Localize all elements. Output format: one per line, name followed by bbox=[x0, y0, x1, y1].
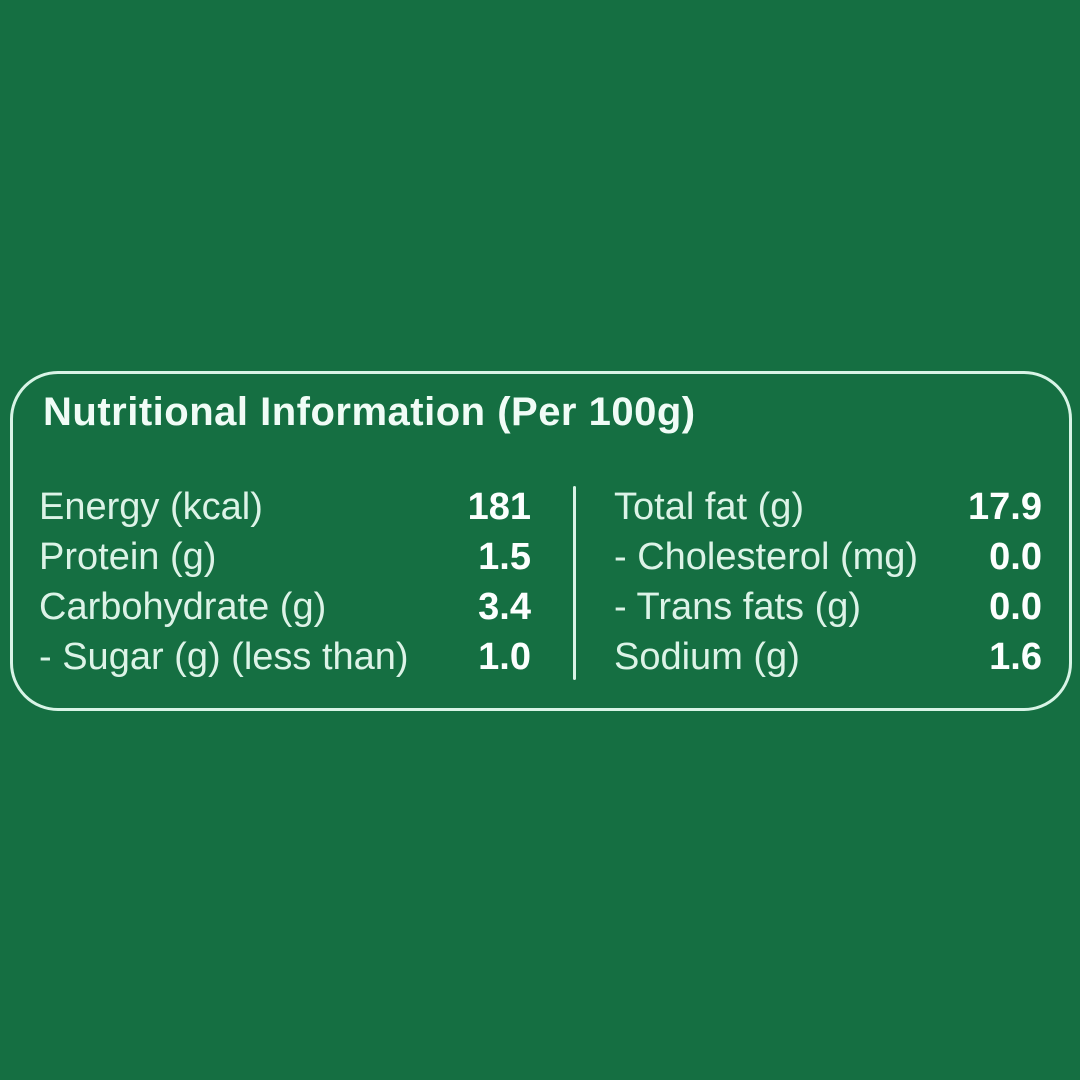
nutrient-row-sugar: - Sugar (g) (less than) 1.0 bbox=[39, 632, 531, 682]
nutrient-value: 0.0 bbox=[989, 535, 1042, 578]
nutrient-value: 3.4 bbox=[478, 585, 531, 628]
nutrient-label: Carbohydrate (g) bbox=[39, 585, 327, 628]
nutrition-column-right: Total fat (g) 17.9 - Cholesterol (mg) 0.… bbox=[614, 482, 1042, 682]
nutrient-row-trans-fats: - Trans fats (g) 0.0 bbox=[614, 582, 1042, 632]
nutrient-row-total-fat: Total fat (g) 17.9 bbox=[614, 482, 1042, 532]
nutrient-row-sodium: Sodium (g) 1.6 bbox=[614, 632, 1042, 682]
nutrition-panel-title: Nutritional Information (Per 100g) bbox=[43, 390, 696, 434]
nutrient-value: 1.5 bbox=[478, 535, 531, 578]
nutrient-label: Protein (g) bbox=[39, 535, 217, 578]
nutrient-label: - Sugar (g) (less than) bbox=[39, 635, 409, 678]
nutrient-value: 1.0 bbox=[478, 635, 531, 678]
nutrient-value: 17.9 bbox=[968, 485, 1042, 528]
nutrient-value: 1.6 bbox=[989, 635, 1042, 678]
nutrient-label: - Trans fats (g) bbox=[614, 585, 862, 628]
nutrient-label: Total fat (g) bbox=[614, 485, 805, 528]
column-divider bbox=[573, 486, 576, 680]
nutrient-row-energy: Energy (kcal) 181 bbox=[39, 482, 531, 532]
nutrient-label: Sodium (g) bbox=[614, 635, 800, 678]
nutrient-value: 0.0 bbox=[989, 585, 1042, 628]
nutrient-label: Energy (kcal) bbox=[39, 485, 263, 528]
nutrient-row-protein: Protein (g) 1.5 bbox=[39, 532, 531, 582]
nutrient-row-cholesterol: - Cholesterol (mg) 0.0 bbox=[614, 532, 1042, 582]
nutrient-row-carbohydrate: Carbohydrate (g) 3.4 bbox=[39, 582, 531, 632]
nutrition-info-panel: Nutritional Information (Per 100g) Energ… bbox=[10, 371, 1072, 711]
nutrient-value: 181 bbox=[467, 485, 531, 528]
nutrition-column-left: Energy (kcal) 181 Protein (g) 1.5 Carboh… bbox=[39, 482, 531, 682]
nutrient-label: - Cholesterol (mg) bbox=[614, 535, 919, 578]
